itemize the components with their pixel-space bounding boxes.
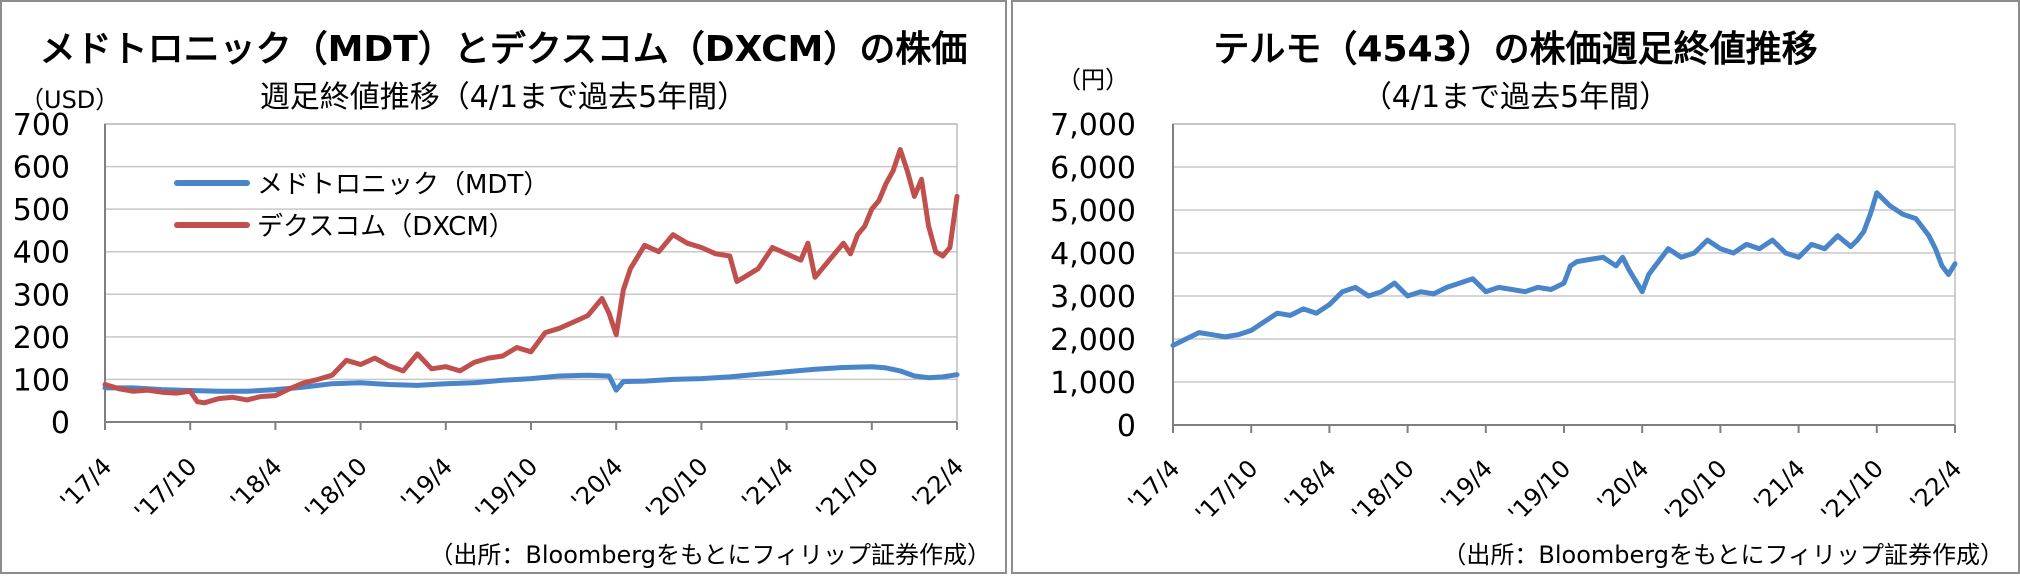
y-tick-label: 700: [13, 108, 70, 143]
chart-plot-mdt-dxcm: 7006005004003002001000'17/4'17/10'18/4'1…: [13, 108, 970, 526]
x-tick-label: '20/10: [640, 452, 713, 525]
x-tick-label: '20/4: [566, 452, 629, 515]
y-tick-label: 600: [13, 151, 70, 186]
series-line-dxcm: [102, 147, 960, 406]
x-tick-label: '19/4: [395, 452, 458, 515]
x-tick-label: '21/4: [736, 452, 799, 515]
x-tick-label: '19/10: [1503, 454, 1576, 527]
x-tick-label: '21/10: [811, 452, 884, 525]
legend-label-dxcm: デクスコム（DXCM）: [257, 212, 515, 242]
y-tick-label: 1,000: [1050, 366, 1136, 401]
x-tick-label: '18/10: [1346, 454, 1419, 527]
y-axis-unit: （円）: [1057, 66, 1129, 94]
y-tick-label: 6,000: [1050, 151, 1136, 186]
y-tick-label: 300: [13, 278, 70, 313]
series-line-terumo: [1170, 190, 1958, 348]
chart-subtitle: （4/1まで過去5年間）: [1361, 80, 1670, 115]
x-tick-label: '17/10: [1190, 454, 1263, 527]
chart-subtitle: 週足終値推移（4/1まで過去5年間）: [259, 80, 748, 115]
series-line-mdt: [102, 364, 960, 394]
y-tick-label: 200: [13, 321, 70, 356]
plot-area-border: [1172, 123, 1956, 426]
chart-title: メドトロニック（MDT）とデクスコム（DXCM）の株価: [39, 29, 968, 70]
x-tick-label: '20/4: [1592, 454, 1655, 517]
x-tick-label: '17/4: [55, 452, 118, 515]
x-tick-label: '19/4: [1435, 454, 1498, 517]
y-tick-label: 4,000: [1050, 237, 1136, 272]
x-tick-label: '18/4: [1279, 454, 1342, 517]
y-tick-label: 400: [13, 236, 70, 271]
x-tick-label: '18/4: [225, 452, 288, 515]
y-tick-label: 3,000: [1050, 280, 1136, 315]
y-tick-label: 0: [51, 406, 70, 441]
y-tick-label: 7,000: [1050, 108, 1136, 143]
x-tick-label: '22/4: [907, 452, 970, 515]
source-note: （出所：Bloombergをもとにフィリップ証券作成）: [1442, 541, 2004, 569]
x-tick-label: '17/10: [129, 452, 202, 525]
y-tick-label: 5,000: [1050, 194, 1136, 229]
x-tick-label: '20/10: [1659, 454, 1732, 527]
y-axis-unit: （USD）: [20, 86, 120, 114]
y-tick-label: 500: [13, 193, 70, 228]
x-tick-label: '17/4: [1123, 454, 1186, 517]
x-tick-label: '22/4: [1905, 454, 1968, 517]
chart-panel-mdt-dxcm: メドトロニック（MDT）とデクスコム（DXCM）の株価 週足終値推移（4/1まで…: [0, 0, 1007, 574]
chart-panel-terumo: テルモ（4543）の株価週足終値推移 （4/1まで過去5年間） （円） 7,00…: [1011, 0, 2020, 574]
chart-title: テルモ（4543）の株価週足終値推移: [1213, 29, 1818, 70]
y-tick-label: 0: [1117, 409, 1136, 444]
y-tick-label: 2,000: [1050, 323, 1136, 358]
x-tick-label: '21/4: [1748, 454, 1811, 517]
y-tick-label: 100: [13, 363, 70, 398]
x-tick-label: '21/10: [1816, 454, 1889, 527]
source-note: （出所：Bloombergをもとにフィリップ証券作成）: [429, 541, 991, 569]
legend-label-mdt: メドトロニック（MDT）: [257, 170, 549, 200]
x-tick-label: '19/10: [470, 452, 543, 525]
chart-plot-terumo: 7,000 6,000 5,000 4,000 3,000 2,000 1,000 0 '17/…: [1050, 108, 1968, 528]
x-tick-label: '18/10: [299, 452, 372, 525]
